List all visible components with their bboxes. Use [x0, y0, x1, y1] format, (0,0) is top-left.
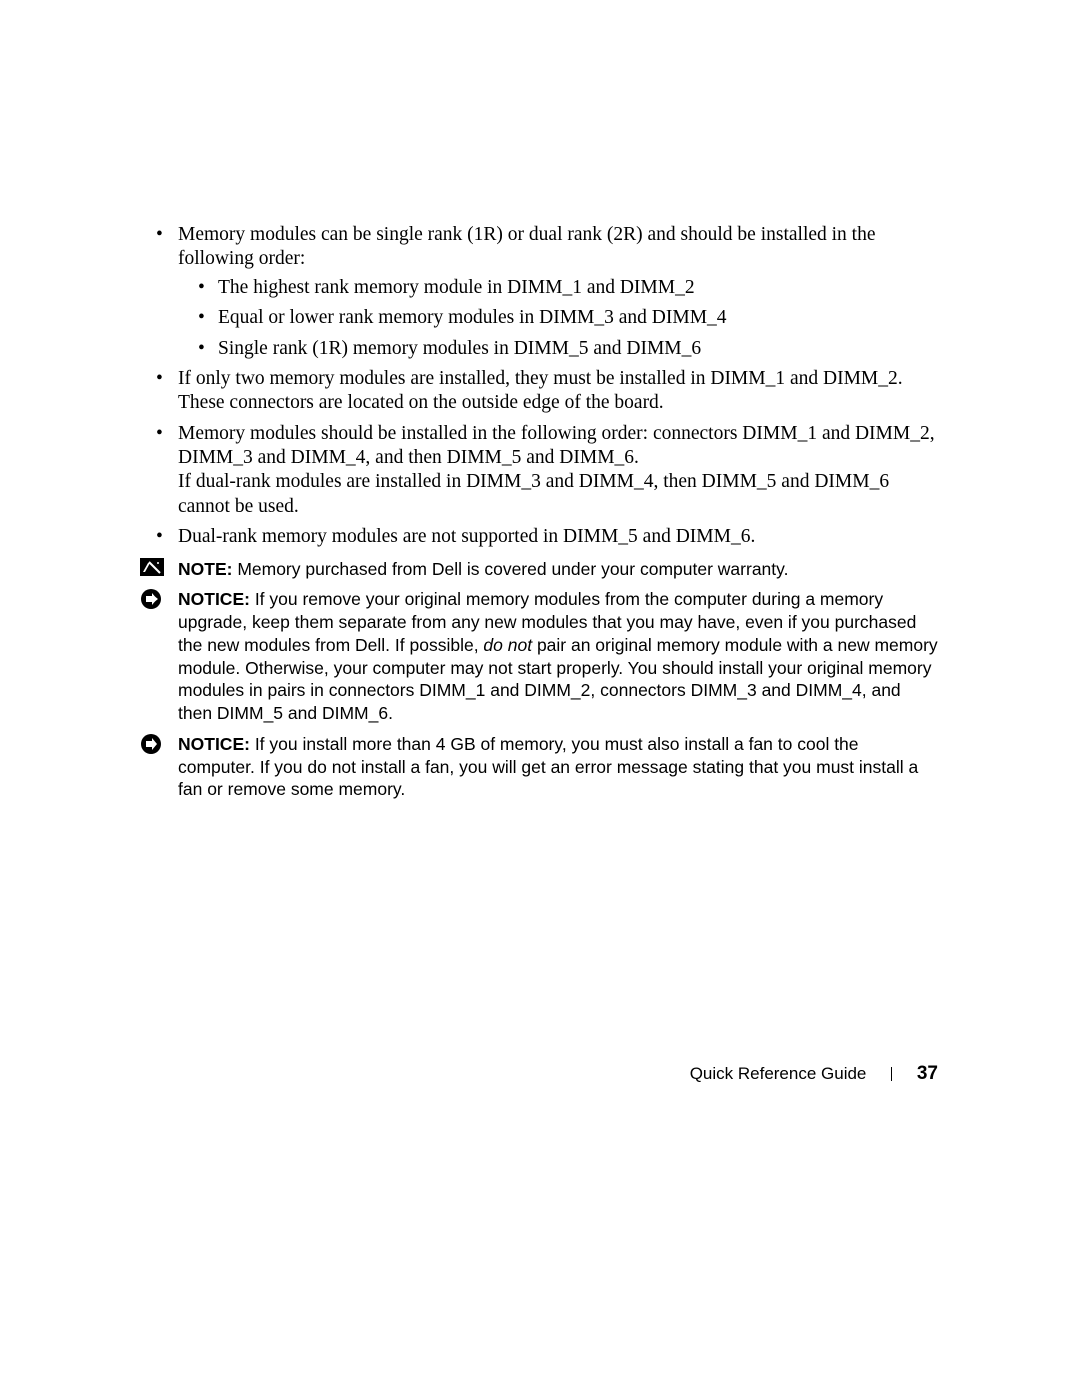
bullet-text: Equal or lower rank memory modules in DI… — [218, 307, 727, 328]
note-icon — [140, 558, 164, 576]
notice-callout: NOTICE: If you install more than 4 GB of… — [142, 733, 938, 801]
notice-label: NOTICE: — [178, 589, 250, 609]
note-label: NOTE: — [178, 559, 232, 579]
note-text: Memory purchased from Dell is covered un… — [232, 559, 788, 579]
sub-bullet-item: The highest rank memory module in DIMM_1… — [178, 276, 938, 300]
bullet-text: Memory modules should be installed in th… — [178, 423, 935, 468]
sub-bullet-item: Single rank (1R) memory modules in DIMM_… — [178, 337, 938, 361]
bullet-text: Single rank (1R) memory modules in DIMM_… — [218, 338, 701, 359]
notice-icon — [140, 733, 164, 751]
notice-callout: NOTICE: If you remove your original memo… — [142, 588, 938, 725]
footer-separator — [891, 1067, 892, 1081]
page-number: 37 — [917, 1063, 938, 1084]
document-page: Memory modules can be single rank (1R) o… — [0, 0, 1080, 1397]
note-callout: NOTE: Memory purchased from Dell is cove… — [142, 558, 938, 581]
bullet-item: Memory modules should be installed in th… — [142, 422, 938, 520]
notice-text-italic: do not — [483, 635, 532, 655]
bullet-text: If only two memory modules are installed… — [178, 368, 903, 413]
notice-icon — [140, 588, 164, 606]
bullet-text: Dual-rank memory modules are not support… — [178, 526, 755, 547]
bullet-text: If dual-rank modules are installed in DI… — [178, 471, 889, 516]
bullet-item: Memory modules can be single rank (1R) o… — [142, 223, 938, 361]
notice-label: NOTICE: — [178, 734, 250, 754]
sub-bullet-list: The highest rank memory module in DIMM_1… — [178, 276, 938, 361]
sub-bullet-item: Equal or lower rank memory modules in DI… — [178, 306, 938, 330]
footer-title: Quick Reference Guide — [690, 1064, 867, 1083]
bullet-item: If only two memory modules are installed… — [142, 367, 938, 416]
page-footer: Quick Reference Guide 37 — [690, 1063, 938, 1085]
notice-text: If you install more than 4 GB of memory,… — [178, 734, 918, 800]
bullet-text: Memory modules can be single rank (1R) o… — [178, 224, 876, 269]
main-bullet-list: Memory modules can be single rank (1R) o… — [142, 223, 938, 550]
bullet-text: The highest rank memory module in DIMM_1… — [218, 277, 695, 298]
bullet-item: Dual-rank memory modules are not support… — [142, 525, 938, 549]
